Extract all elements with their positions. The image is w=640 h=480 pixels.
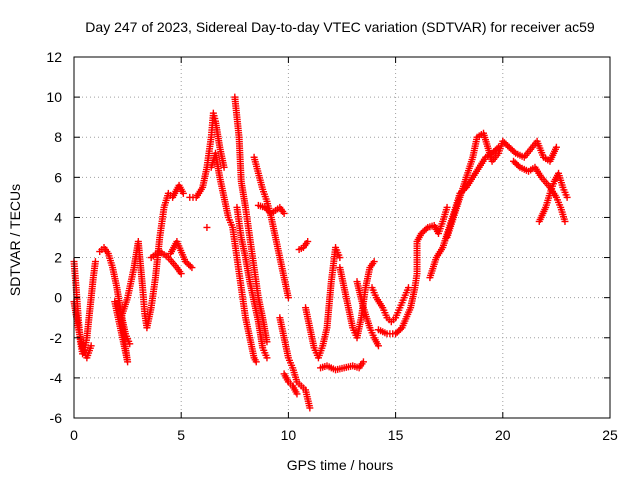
data-point — [293, 390, 301, 398]
data-point — [510, 148, 518, 156]
y-tick-label: 6 — [54, 169, 62, 185]
y-tick-label: 0 — [54, 290, 62, 306]
y-axis-ticks: -6 -4 -2 0 2 4 6 8 10 12 — [46, 49, 610, 426]
data-point — [284, 294, 292, 302]
data-point — [404, 284, 412, 292]
x-tick-label: 25 — [602, 427, 618, 443]
y-tick-label: 12 — [46, 49, 62, 65]
data-point — [552, 143, 560, 151]
y-tick-label: -2 — [50, 330, 63, 346]
data-point — [263, 354, 271, 362]
data-point — [514, 162, 522, 170]
data-point — [374, 342, 382, 350]
data-point — [306, 404, 314, 412]
data-point — [91, 258, 99, 266]
data-point — [188, 264, 196, 272]
x-tick-label: 10 — [281, 427, 297, 443]
x-axis-ticks: 0 5 10 15 20 25 — [70, 57, 618, 443]
data-point — [396, 325, 404, 333]
data-point — [87, 342, 95, 350]
plot-frame — [73, 56, 611, 419]
data-point — [203, 223, 211, 231]
y-tick-label: 4 — [54, 209, 62, 225]
data-point — [252, 358, 260, 366]
data-point — [280, 209, 288, 217]
data-point — [220, 163, 228, 171]
x-tick-label: 15 — [388, 427, 404, 443]
data-point — [304, 238, 312, 246]
y-tick-label: 8 — [54, 129, 62, 145]
chart-title: Day 247 of 2023, Sidereal Day-to-day VTE… — [85, 19, 595, 35]
y-tick-label: -4 — [50, 370, 63, 386]
data-point — [563, 193, 571, 201]
x-tick-label: 0 — [70, 427, 78, 443]
data-points — [70, 93, 571, 412]
data-point — [359, 358, 367, 366]
y-tick-label: 2 — [54, 250, 62, 266]
data-point — [561, 217, 569, 225]
data-point — [186, 262, 194, 270]
y-axis-label: SDTVAR / TECUs — [7, 184, 23, 296]
x-tick-label: 20 — [495, 427, 511, 443]
data-point — [336, 254, 344, 262]
y-tick-label: 10 — [46, 89, 62, 105]
data-point — [443, 203, 451, 211]
data-point — [370, 258, 378, 266]
y-tick-label: -6 — [50, 410, 63, 426]
data-point — [422, 225, 430, 233]
data-point — [179, 189, 187, 197]
x-tick-label: 5 — [177, 427, 185, 443]
x-axis-label: GPS time / hours — [287, 457, 394, 473]
data-point — [177, 270, 185, 278]
